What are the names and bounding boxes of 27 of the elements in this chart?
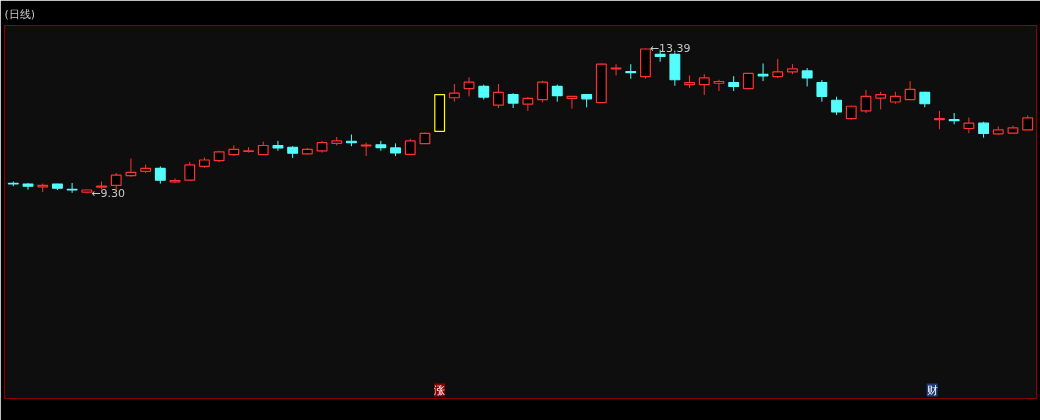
candlestick xyxy=(816,79,828,103)
annotation: ←13.39 xyxy=(649,42,691,56)
text: 财 xyxy=(926,383,938,397)
candlestick xyxy=(537,80,548,103)
candlestick xyxy=(860,89,872,114)
candlestick xyxy=(566,95,578,110)
candlestick xyxy=(463,76,475,97)
candlestick xyxy=(184,161,196,182)
text: 涨 xyxy=(434,383,446,397)
candlestick xyxy=(904,80,916,101)
candlestick xyxy=(610,63,622,76)
candlestick xyxy=(772,58,784,79)
candlestick xyxy=(66,182,78,194)
chart-title: (日线) xyxy=(4,7,36,21)
candlestick xyxy=(713,79,725,92)
candlestick xyxy=(625,63,637,80)
candlestick xyxy=(272,140,284,152)
annotation: ←9.30 xyxy=(91,186,125,200)
candlestick xyxy=(963,117,975,134)
candlestick xyxy=(493,83,504,109)
candlestick xyxy=(801,67,813,87)
candlestick xyxy=(522,96,534,112)
candlestick xyxy=(125,158,137,178)
candlestick xyxy=(831,96,843,116)
candlestick xyxy=(934,110,945,130)
candlestick xyxy=(698,73,710,96)
candlestick xyxy=(360,142,372,157)
